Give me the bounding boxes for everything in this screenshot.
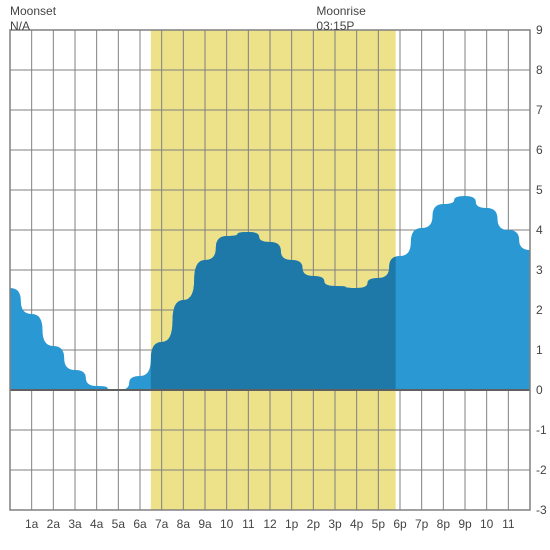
- y-tick-label: 2: [536, 303, 543, 317]
- y-tick-label: 4: [536, 223, 543, 237]
- x-tick-label: 8a: [177, 517, 191, 531]
- x-tick-label: 4a: [90, 517, 104, 531]
- x-tick-label: 5a: [112, 517, 126, 531]
- moonrise-value: 03:15P: [316, 19, 354, 33]
- x-tick-label: 8p: [437, 517, 451, 531]
- y-tick-label: 0: [536, 383, 543, 397]
- y-tick-label: 7: [536, 103, 543, 117]
- x-tick-label: 3a: [68, 517, 82, 531]
- x-tick-label: 11: [502, 517, 515, 531]
- x-tick-label: 9p: [458, 517, 472, 531]
- x-tick-label: 1a: [25, 517, 39, 531]
- moonset-label: Moonset N/A: [10, 4, 56, 34]
- y-tick-label: 6: [536, 143, 543, 157]
- x-tick-label: 4p: [350, 517, 364, 531]
- x-tick-label: 2p: [307, 517, 321, 531]
- x-tick-label: 12: [263, 517, 277, 531]
- y-tick-label: 1: [536, 343, 543, 357]
- chart-svg: 1a2a3a4a5a6a7a8a9a1011121p2p3p4p5p6p7p8p…: [0, 0, 550, 550]
- x-tick-label: 6p: [393, 517, 407, 531]
- x-tick-label: 3p: [328, 517, 342, 531]
- x-tick-label: 11: [242, 517, 255, 531]
- y-tick-label: -3: [536, 503, 547, 517]
- y-tick-label: 3: [536, 263, 543, 277]
- x-tick-label: 5p: [372, 517, 386, 531]
- moonset-title: Moonset: [10, 4, 56, 18]
- x-tick-label: 7p: [415, 517, 429, 531]
- moonset-value: N/A: [10, 19, 30, 33]
- x-tick-label: 7a: [155, 517, 169, 531]
- y-tick-label: -1: [536, 423, 547, 437]
- x-tick-label: 2a: [47, 517, 61, 531]
- y-tick-label: -2: [536, 463, 547, 477]
- tide-chart: Moonset N/A Moonrise 03:15P 1a 2a 3a 4a 5a 6a…: [0, 0, 550, 550]
- x-tick-label: 10: [480, 517, 494, 531]
- x-tick-label: 1p: [285, 517, 299, 531]
- x-tick-label: 10: [220, 517, 234, 531]
- moonrise-label: Moonrise 03:15P: [316, 4, 365, 34]
- moonrise-title: Moonrise: [316, 4, 365, 18]
- y-tick-label: 9: [536, 23, 543, 37]
- y-tick-label: 8: [536, 63, 543, 77]
- y-tick-label: 5: [536, 183, 543, 197]
- x-tick-label: 6a: [133, 517, 147, 531]
- x-tick-label: 9a: [198, 517, 212, 531]
